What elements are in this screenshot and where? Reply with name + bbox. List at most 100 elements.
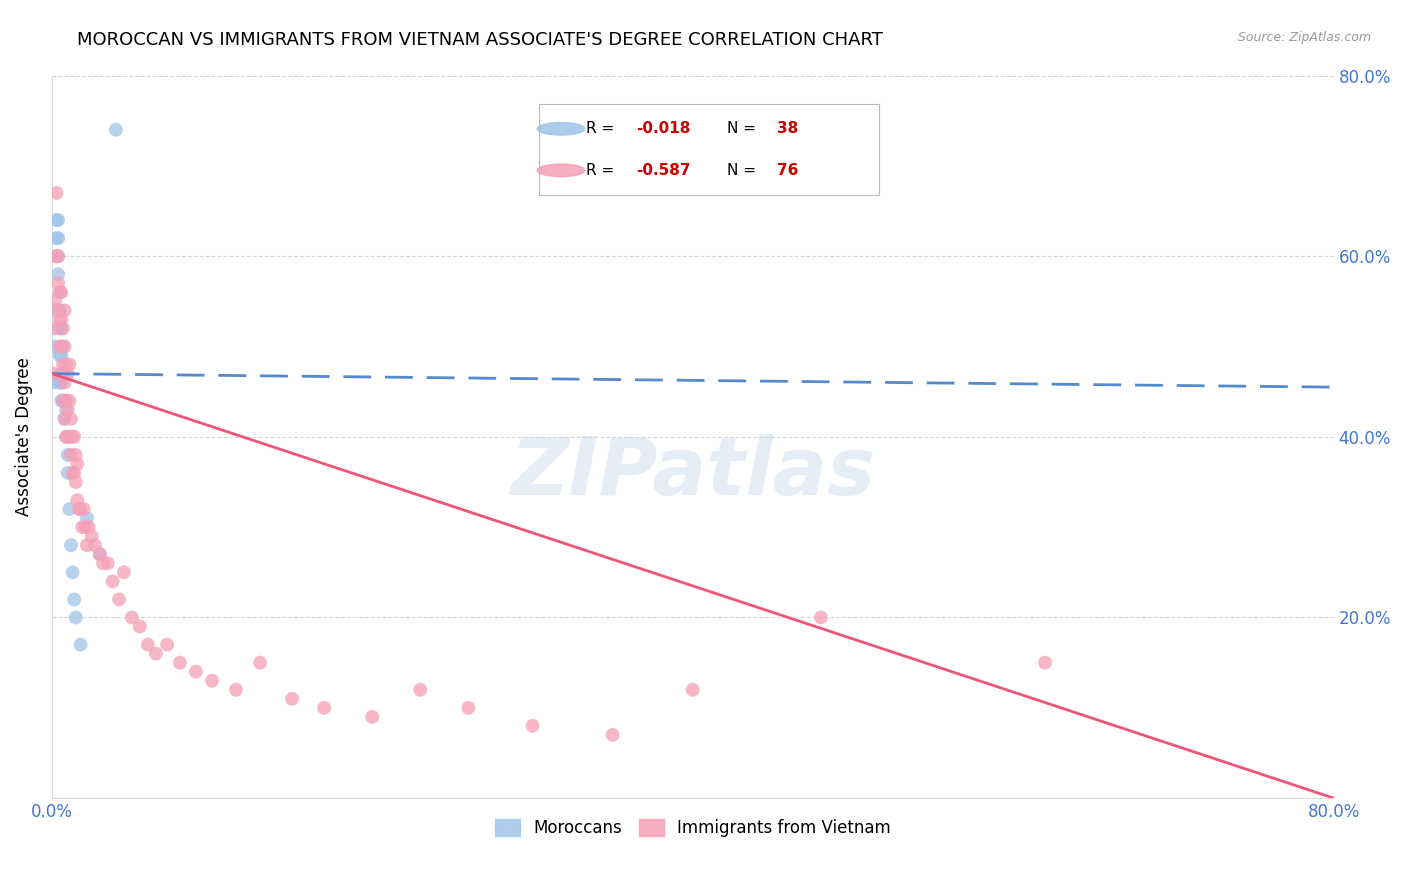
Point (45, 213, 67, 227)
Point (53, 376, 76, 390)
Point (44, 321, 66, 335)
Point (51, 393, 73, 408)
Point (46, 267, 69, 281)
Point (91, 556, 114, 570)
Text: MOROCCAN VS IMMIGRANTS FROM VIETNAM ASSOCIATE'S DEGREE CORRELATION CHART: MOROCCAN VS IMMIGRANTS FROM VIETNAM ASSO… (77, 31, 883, 49)
Point (42, 367, 65, 381)
Point (67, 502, 90, 516)
Point (51, 312, 73, 326)
Point (56, 367, 79, 381)
Point (44, 294, 66, 309)
Point (52, 393, 75, 408)
Point (45, 186, 67, 200)
Point (101, 574, 124, 589)
Point (58, 502, 80, 516)
Point (55, 402, 77, 417)
Point (361, 710, 384, 724)
Point (169, 656, 191, 670)
Point (58, 358, 80, 372)
Point (55, 358, 77, 372)
Point (108, 592, 131, 607)
Point (45, 249, 67, 263)
Point (69, 638, 91, 652)
Point (682, 682, 704, 697)
Point (53, 393, 76, 408)
Point (45, 231, 67, 245)
Point (51, 321, 73, 335)
Point (63, 466, 86, 480)
Point (249, 656, 271, 670)
Point (46, 303, 69, 318)
Y-axis label: Associate's Degree: Associate's Degree (15, 358, 32, 516)
Point (76, 511, 98, 525)
Point (53, 411, 76, 425)
Point (49, 285, 72, 300)
Point (602, 728, 624, 742)
Point (55, 430, 77, 444)
Point (58, 430, 80, 444)
Point (56, 430, 79, 444)
Point (53, 367, 76, 381)
Point (56, 448, 79, 462)
Point (44, 339, 66, 353)
Point (52, 358, 75, 372)
Point (62, 430, 84, 444)
Point (66, 493, 89, 508)
Point (49, 339, 72, 353)
Point (97, 556, 120, 570)
Point (52, 321, 75, 335)
Point (184, 665, 207, 679)
Point (409, 682, 432, 697)
Text: ZIPatlas: ZIPatlas (510, 434, 875, 512)
Point (75, 520, 97, 534)
Point (104, 122, 127, 136)
Point (51, 367, 73, 381)
Point (46, 213, 69, 227)
Point (225, 682, 247, 697)
Point (65, 448, 87, 462)
Point (457, 701, 479, 715)
Point (121, 610, 143, 624)
Point (53, 303, 76, 318)
Point (44, 303, 66, 318)
Point (53, 339, 76, 353)
Point (80, 529, 103, 543)
Point (49, 303, 72, 318)
Point (56, 466, 79, 480)
Point (62, 466, 84, 480)
Point (52, 367, 75, 381)
Point (42, 376, 65, 390)
Text: Source: ZipAtlas.com: Source: ZipAtlas.com (1237, 31, 1371, 45)
Point (281, 691, 304, 706)
Point (52, 339, 75, 353)
Point (51, 349, 73, 363)
Point (59, 411, 82, 425)
Point (51, 376, 73, 390)
Point (49, 349, 72, 363)
Point (55, 430, 77, 444)
Point (53, 411, 76, 425)
Legend: Moroccans, Immigrants from Vietnam: Moroccans, Immigrants from Vietnam (488, 813, 897, 844)
Point (84, 538, 107, 552)
Point (522, 719, 544, 733)
Point (112, 566, 135, 580)
Point (56, 402, 79, 417)
Point (45, 249, 67, 263)
Point (51, 339, 73, 353)
Point (73, 502, 96, 516)
Point (66, 457, 89, 471)
Point (46, 249, 69, 263)
Point (62, 566, 84, 580)
Point (63, 430, 86, 444)
Point (52, 393, 75, 408)
Point (58, 393, 80, 408)
Point (59, 538, 82, 552)
Point (314, 701, 336, 715)
Point (77, 520, 100, 534)
Point (69, 502, 91, 516)
Point (59, 448, 82, 462)
Point (89, 547, 111, 561)
Point (1033, 656, 1056, 670)
Point (49, 321, 72, 335)
Point (55, 393, 77, 408)
